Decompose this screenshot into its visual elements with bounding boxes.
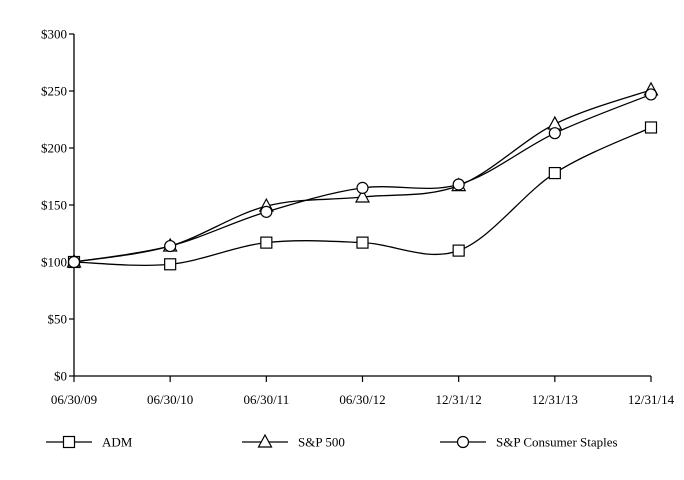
data-point xyxy=(356,181,369,194)
y-tick-label: $100 xyxy=(41,255,67,270)
legend-item: ADM xyxy=(46,435,133,450)
legend: ADM S&P 500 S&P Consumer Staples xyxy=(46,433,618,450)
data-point xyxy=(548,166,561,180)
x-tick-label: 06/30/12 xyxy=(339,392,385,407)
x-tick-label: 06/30/10 xyxy=(147,392,193,407)
y-tick-label: $50 xyxy=(48,312,68,327)
series-layer xyxy=(66,81,659,271)
legend-marker xyxy=(257,433,273,448)
data-point xyxy=(452,244,465,257)
y-tick-label: $150 xyxy=(41,198,67,213)
x-tick-label: 12/31/14 xyxy=(628,392,675,407)
x-tick-label: 06/30/11 xyxy=(243,392,289,407)
data-point xyxy=(452,178,465,191)
legend-item: S&P 500 xyxy=(242,433,345,450)
data-point xyxy=(260,236,273,249)
series-line xyxy=(73,89,652,263)
x-tick-label: 12/31/13 xyxy=(532,392,578,407)
y-tick-label: $250 xyxy=(41,84,67,99)
data-point xyxy=(260,205,273,218)
data-point xyxy=(164,258,177,271)
data-point xyxy=(67,255,81,269)
x-tick-label: 06/30/09 xyxy=(51,392,97,407)
data-point xyxy=(354,188,371,203)
data-point xyxy=(356,236,369,249)
series-circle xyxy=(67,88,658,269)
data-point xyxy=(548,127,561,140)
legend-marker xyxy=(62,435,76,449)
axes: $0 $50 $100 $150 $200 $250 $300 06/30/09 06/30/1… xyxy=(41,27,675,408)
y-tick-label: $300 xyxy=(41,27,67,42)
legend-item: S&P Consumer Staples xyxy=(440,435,618,450)
legend-label: S&P Consumer Staples xyxy=(496,435,618,450)
legend-marker xyxy=(456,435,470,449)
y-tick-label: $200 xyxy=(41,141,67,156)
legend-label: S&P 500 xyxy=(298,435,345,450)
data-point xyxy=(644,88,658,101)
data-point xyxy=(164,239,177,253)
data-point xyxy=(644,121,658,134)
y-tick-label: $0 xyxy=(54,369,67,384)
x-tick-label: 12/31/12 xyxy=(436,392,482,407)
legend-label: ADM xyxy=(102,435,133,450)
